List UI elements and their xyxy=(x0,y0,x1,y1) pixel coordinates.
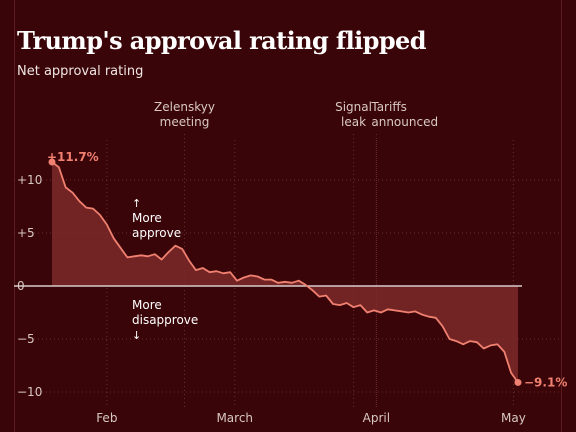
event-label: meeting xyxy=(160,115,210,129)
x-tick-label: April xyxy=(363,411,390,425)
event-label: Tariffs xyxy=(370,100,406,114)
y-tick-label: −5 xyxy=(17,332,35,346)
right-frame-line xyxy=(561,0,562,432)
event-label: leak xyxy=(341,115,366,129)
approve-label: More xyxy=(132,211,162,225)
end-point xyxy=(514,378,522,386)
left-frame-line xyxy=(14,0,15,432)
area-fill xyxy=(52,162,518,383)
event-label: Signal xyxy=(335,100,372,114)
start-value-label: +11.7% xyxy=(47,150,99,164)
disapprove-label: disapprove xyxy=(132,313,198,327)
chart-title: Trump's approval rating flipped xyxy=(17,26,426,55)
event-label: announced xyxy=(371,115,438,129)
y-tick-label: +5 xyxy=(17,226,35,240)
approve-arrow-icon: ↑ xyxy=(132,197,141,210)
x-tick-label: March xyxy=(216,411,253,425)
disapprove-arrow-icon: ↓ xyxy=(132,329,141,342)
approve-label: approve xyxy=(132,226,181,240)
chart-subtitle: Net approval rating xyxy=(17,64,144,79)
x-tick-label: May xyxy=(501,411,526,425)
x-tick-label: Feb xyxy=(96,411,117,425)
event-label: Zelenskyy xyxy=(154,100,215,114)
y-tick-label: −10 xyxy=(17,385,42,399)
y-tick-label: +10 xyxy=(17,173,42,187)
start-point xyxy=(48,158,56,166)
disapprove-label: More xyxy=(132,298,162,312)
series-line xyxy=(51,161,519,384)
end-value-label: −9.1% xyxy=(524,375,567,389)
